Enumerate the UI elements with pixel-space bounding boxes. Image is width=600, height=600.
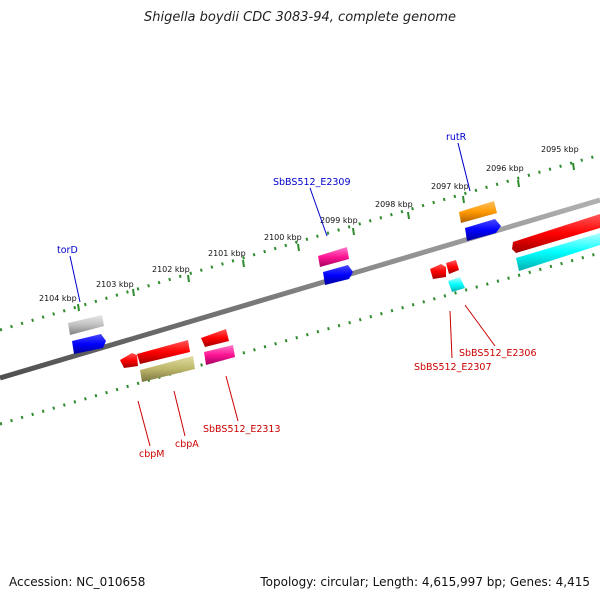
gene-red-large[interactable] — [512, 214, 600, 253]
outer-scale-arc — [0, 153, 600, 332]
major-ticks — [77, 162, 575, 312]
tick-label: 2096 kbp — [486, 164, 524, 173]
tick-label: 2101 kbp — [208, 249, 246, 258]
genome-backbone — [0, 197, 600, 381]
gene-blue-3[interactable] — [465, 219, 501, 241]
tick-label: 2099 kbp — [320, 216, 358, 225]
cbpM-leader — [137, 400, 151, 447]
topology-text: Topology: circular; Length: 4,615,997 bp… — [260, 575, 590, 589]
accession-text: Accession: NC_010658 — [9, 575, 146, 589]
torD-leader — [69, 255, 81, 303]
gene-red-cbp[interactable] — [137, 340, 190, 364]
tick-2098 — [407, 211, 410, 220]
label-SbBS512_E2309: SbBS512_E2309 — [273, 177, 351, 188]
tick-label: 2100 kbp — [264, 233, 302, 242]
tick-label: 2097 kbp — [431, 182, 469, 191]
tick-label: 2102 kbp — [152, 265, 190, 274]
tick-2104 — [77, 303, 80, 312]
gene-rutR[interactable] — [459, 201, 497, 223]
gene-cyan-large[interactable] — [516, 233, 600, 271]
label-cbpA: cbpA — [175, 439, 199, 450]
label-cbpM: cbpM — [139, 449, 164, 460]
tick-2100 — [297, 243, 300, 252]
tick-2096 — [517, 179, 520, 188]
gene-red-small[interactable] — [201, 329, 229, 347]
SbBS512_E2313-leader — [225, 375, 239, 422]
label-SbBS512_E2307: SbBS512_E2307 — [414, 362, 492, 373]
label-SbBS512_E2313: SbBS512_E2313 — [203, 424, 281, 435]
tick-2103 — [132, 288, 135, 297]
gene-SbBS512_E2313[interactable] — [204, 345, 235, 365]
gene-SbBS512_E2307[interactable] — [430, 264, 446, 279]
gene-torD[interactable] — [72, 334, 106, 354]
SbBS512_E2306-leader — [464, 304, 496, 347]
map-title: Shigella boydii CDC 3083-94, complete ge… — [143, 10, 457, 25]
label-rutR: rutR — [446, 132, 467, 143]
gene-cbpA[interactable] — [140, 356, 195, 382]
tick-2099 — [352, 227, 355, 236]
SbBS512_E2307-leader — [449, 310, 453, 359]
gene-cbpM[interactable] — [120, 353, 138, 368]
cbpA-leader — [173, 390, 186, 437]
tick-label: 2098 kbp — [375, 200, 413, 209]
tick-label: 2104 kbp — [39, 294, 77, 303]
tick-2095 — [572, 162, 575, 171]
SbBS512_E2309-leader — [309, 187, 328, 237]
gene-SbBS512_E2306[interactable] — [448, 277, 465, 292]
tick-2097 — [462, 195, 465, 204]
gene-gray[interactable] — [68, 315, 104, 335]
gene-blue-2[interactable] — [323, 265, 353, 285]
label-SbBS512_E2306: SbBS512_E2306 — [459, 348, 537, 359]
tick-label: 2095 kbp — [541, 145, 579, 154]
tick-label: 2103 kbp — [96, 280, 134, 289]
tick-2101 — [242, 259, 245, 268]
tick-2102 — [187, 274, 190, 283]
gene-SbBS512_E2309[interactable] — [318, 247, 349, 267]
rutR-leader — [457, 142, 471, 192]
gene-red-tiny[interactable] — [446, 260, 459, 274]
label-torD: torD — [57, 245, 78, 256]
